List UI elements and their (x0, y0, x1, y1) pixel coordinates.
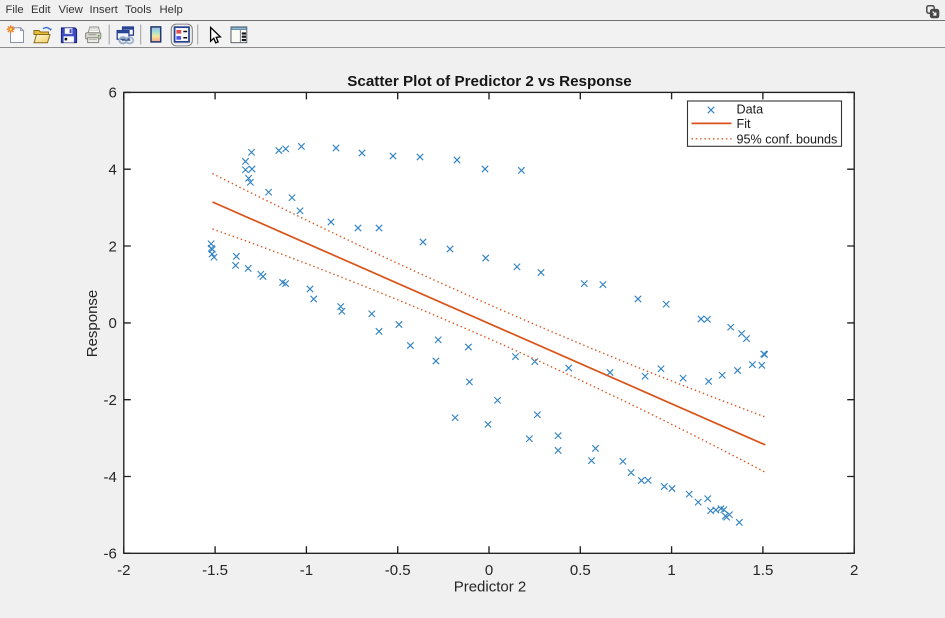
svg-text:0: 0 (485, 562, 493, 579)
svg-text:-1: -1 (300, 562, 313, 579)
svg-text:-1.5: -1.5 (202, 562, 228, 579)
svg-text:Fit: Fit (737, 117, 751, 131)
svg-text:Response: Response (84, 290, 101, 358)
svg-text:-0.5: -0.5 (385, 562, 411, 579)
svg-text:0: 0 (108, 315, 116, 332)
svg-text:4: 4 (108, 162, 116, 179)
svg-text:Data: Data (737, 103, 764, 117)
svg-text:2: 2 (108, 238, 116, 255)
svg-text:1.5: 1.5 (752, 562, 773, 579)
svg-text:6: 6 (108, 85, 116, 102)
svg-text:Scatter Plot of Predictor 2 vs: Scatter Plot of Predictor 2 vs Response (347, 73, 631, 90)
svg-text:95% conf. bounds: 95% conf. bounds (737, 132, 838, 146)
svg-text:-2: -2 (117, 562, 130, 579)
svg-text:-6: -6 (103, 546, 116, 563)
svg-text:-2: -2 (103, 392, 116, 409)
svg-text:-4: -4 (103, 469, 116, 486)
svg-text:2: 2 (850, 562, 858, 579)
svg-text:Predictor 2: Predictor 2 (454, 578, 527, 595)
svg-text:0.5: 0.5 (570, 562, 591, 579)
svg-text:1: 1 (667, 562, 675, 579)
